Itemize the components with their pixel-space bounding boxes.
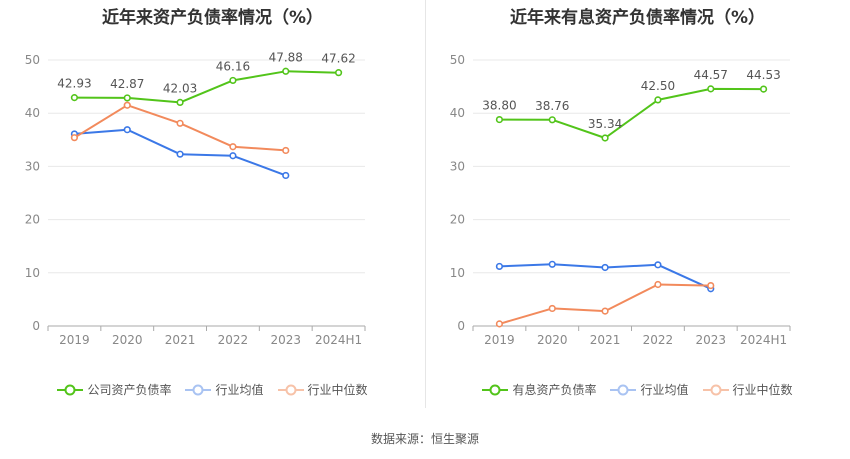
y-tick-label: 40	[450, 106, 465, 120]
series-line	[499, 283, 711, 325]
data-label: 47.88	[269, 50, 303, 64]
data-point	[229, 76, 237, 85]
y-tick-label: 20	[25, 213, 40, 227]
x-tick-label: 2020	[112, 333, 143, 347]
data-point	[282, 67, 290, 75]
legend-label: 行业中位数	[307, 383, 368, 397]
data-label: 44.57	[694, 68, 728, 82]
data-point	[123, 101, 131, 109]
x-tick-label: 2022	[218, 333, 249, 347]
data-label: 42.93	[57, 77, 91, 91]
data-point	[282, 171, 290, 180]
x-tick-label: 2022	[643, 333, 674, 347]
data-label: 38.76	[535, 99, 569, 113]
x-tick-label: 2023	[270, 333, 301, 347]
data-point	[495, 320, 504, 328]
legend-marker-icon	[185, 384, 212, 395]
x-tick-label: 2023	[695, 333, 726, 347]
x-tick-label: 2024H1	[315, 333, 362, 347]
chart-title: 近年来有息资产负债率情况（%）	[509, 8, 766, 28]
data-point	[759, 85, 768, 93]
legend-item-industry-median[interactable]: 行业中位数	[702, 381, 793, 398]
series-line	[499, 87, 764, 139]
y-tick-label: 20	[450, 213, 465, 227]
data-point	[601, 134, 609, 142]
data-point	[176, 150, 184, 158]
y-tick-label: 30	[25, 159, 40, 173]
data-point	[70, 94, 79, 102]
data-point	[70, 134, 79, 142]
y-tick-label: 30	[450, 159, 465, 173]
legend-label: 公司资产负债率	[87, 383, 172, 397]
line-chart-interest-debt-ratio: 0 10 20 30 40 50 2019 2020 2021 2022 2023 2024H1 38.…	[450, 53, 791, 347]
data-point	[654, 96, 662, 104]
data-label: 42.03	[163, 81, 197, 95]
y-tick-label: 50	[25, 53, 40, 67]
legend-marker-icon	[57, 384, 84, 395]
legend-label: 行业均值	[215, 383, 264, 397]
data-point	[229, 143, 237, 151]
legend-item-company[interactable]: 有息资产负债率	[482, 381, 596, 398]
data-label: 35.34	[588, 117, 622, 131]
data-point	[707, 85, 715, 93]
chart-panel-interest-debt-ratio: 近年来有息资产负债率情况（%） 0 10 20 30 40 50 2019 2020 2021 2…	[425, 0, 850, 420]
data-point	[176, 119, 184, 127]
y-tick-label: 10	[450, 266, 465, 280]
panel-divider	[425, 0, 426, 408]
data-point	[601, 307, 609, 315]
legend-item-company[interactable]: 公司资产负债率	[57, 381, 171, 398]
data-point	[548, 304, 556, 313]
data-point	[707, 281, 715, 290]
legend-label: 行业中位数	[732, 383, 793, 397]
series-line	[73, 104, 286, 152]
data-point	[229, 152, 237, 160]
legend-marker-icon	[702, 384, 729, 395]
data-source-note: 数据来源：恒生聚源	[370, 432, 479, 446]
x-tick-label: 2021	[590, 333, 621, 347]
chart-title: 近年来资产负债率情况（%）	[101, 8, 324, 28]
chart-panel-debt-ratio: 近年来资产负债率情况（%） 0 10 20 30 40 50 2019 2020 2021 202…	[0, 0, 425, 420]
data-point	[654, 261, 662, 269]
legend-item-industry-median[interactable]: 行业中位数	[277, 381, 368, 398]
data-point	[123, 126, 131, 134]
y-tick-label: 50	[450, 53, 465, 67]
series-line	[74, 70, 339, 104]
y-tick-label: 0	[32, 319, 40, 333]
data-point	[123, 94, 131, 102]
y-tick-label: 40	[25, 106, 40, 120]
x-tick-label: 2020	[537, 333, 568, 347]
data-point	[176, 98, 184, 107]
data-point	[548, 260, 556, 268]
legend-item-industry-mean[interactable]: 行业均值	[185, 381, 264, 398]
line-chart-debt-ratio: 0 10 20 30 40 50 2019 2020 2021 2022 2023 2024H1 42.…	[25, 50, 366, 347]
legend-marker-icon	[277, 384, 304, 395]
chart-legend: 有息资产负债率 行业均值 行业中位数	[425, 381, 850, 398]
y-tick-label: 0	[457, 319, 465, 333]
legend-item-industry-mean[interactable]: 行业均值	[610, 381, 689, 398]
y-tick-label: 10	[25, 266, 40, 280]
data-label: 38.80	[482, 99, 516, 113]
data-label: 46.16	[216, 59, 250, 73]
legend-label: 有息资产负债率	[512, 383, 597, 397]
x-tick-label: 2021	[165, 333, 196, 347]
data-point	[654, 280, 662, 289]
x-tick-label: 2024H1	[740, 333, 787, 347]
data-label: 42.87	[110, 77, 144, 91]
x-tick-label: 2019	[59, 333, 90, 347]
legend-label: 行业均值	[640, 383, 689, 397]
data-point	[601, 263, 609, 272]
legend-marker-icon	[610, 384, 637, 395]
data-point	[495, 262, 504, 271]
data-label: 42.50	[641, 79, 675, 93]
data-point	[495, 115, 504, 124]
data-point	[334, 69, 343, 77]
legend-marker-icon	[482, 384, 509, 395]
data-point	[282, 146, 290, 155]
chart-legend: 公司资产负债率 行业均值 行业中位数	[0, 381, 425, 398]
data-label: 44.53	[746, 68, 780, 82]
data-point	[548, 116, 556, 124]
x-tick-label: 2019	[484, 333, 515, 347]
data-label: 47.62	[321, 52, 355, 66]
